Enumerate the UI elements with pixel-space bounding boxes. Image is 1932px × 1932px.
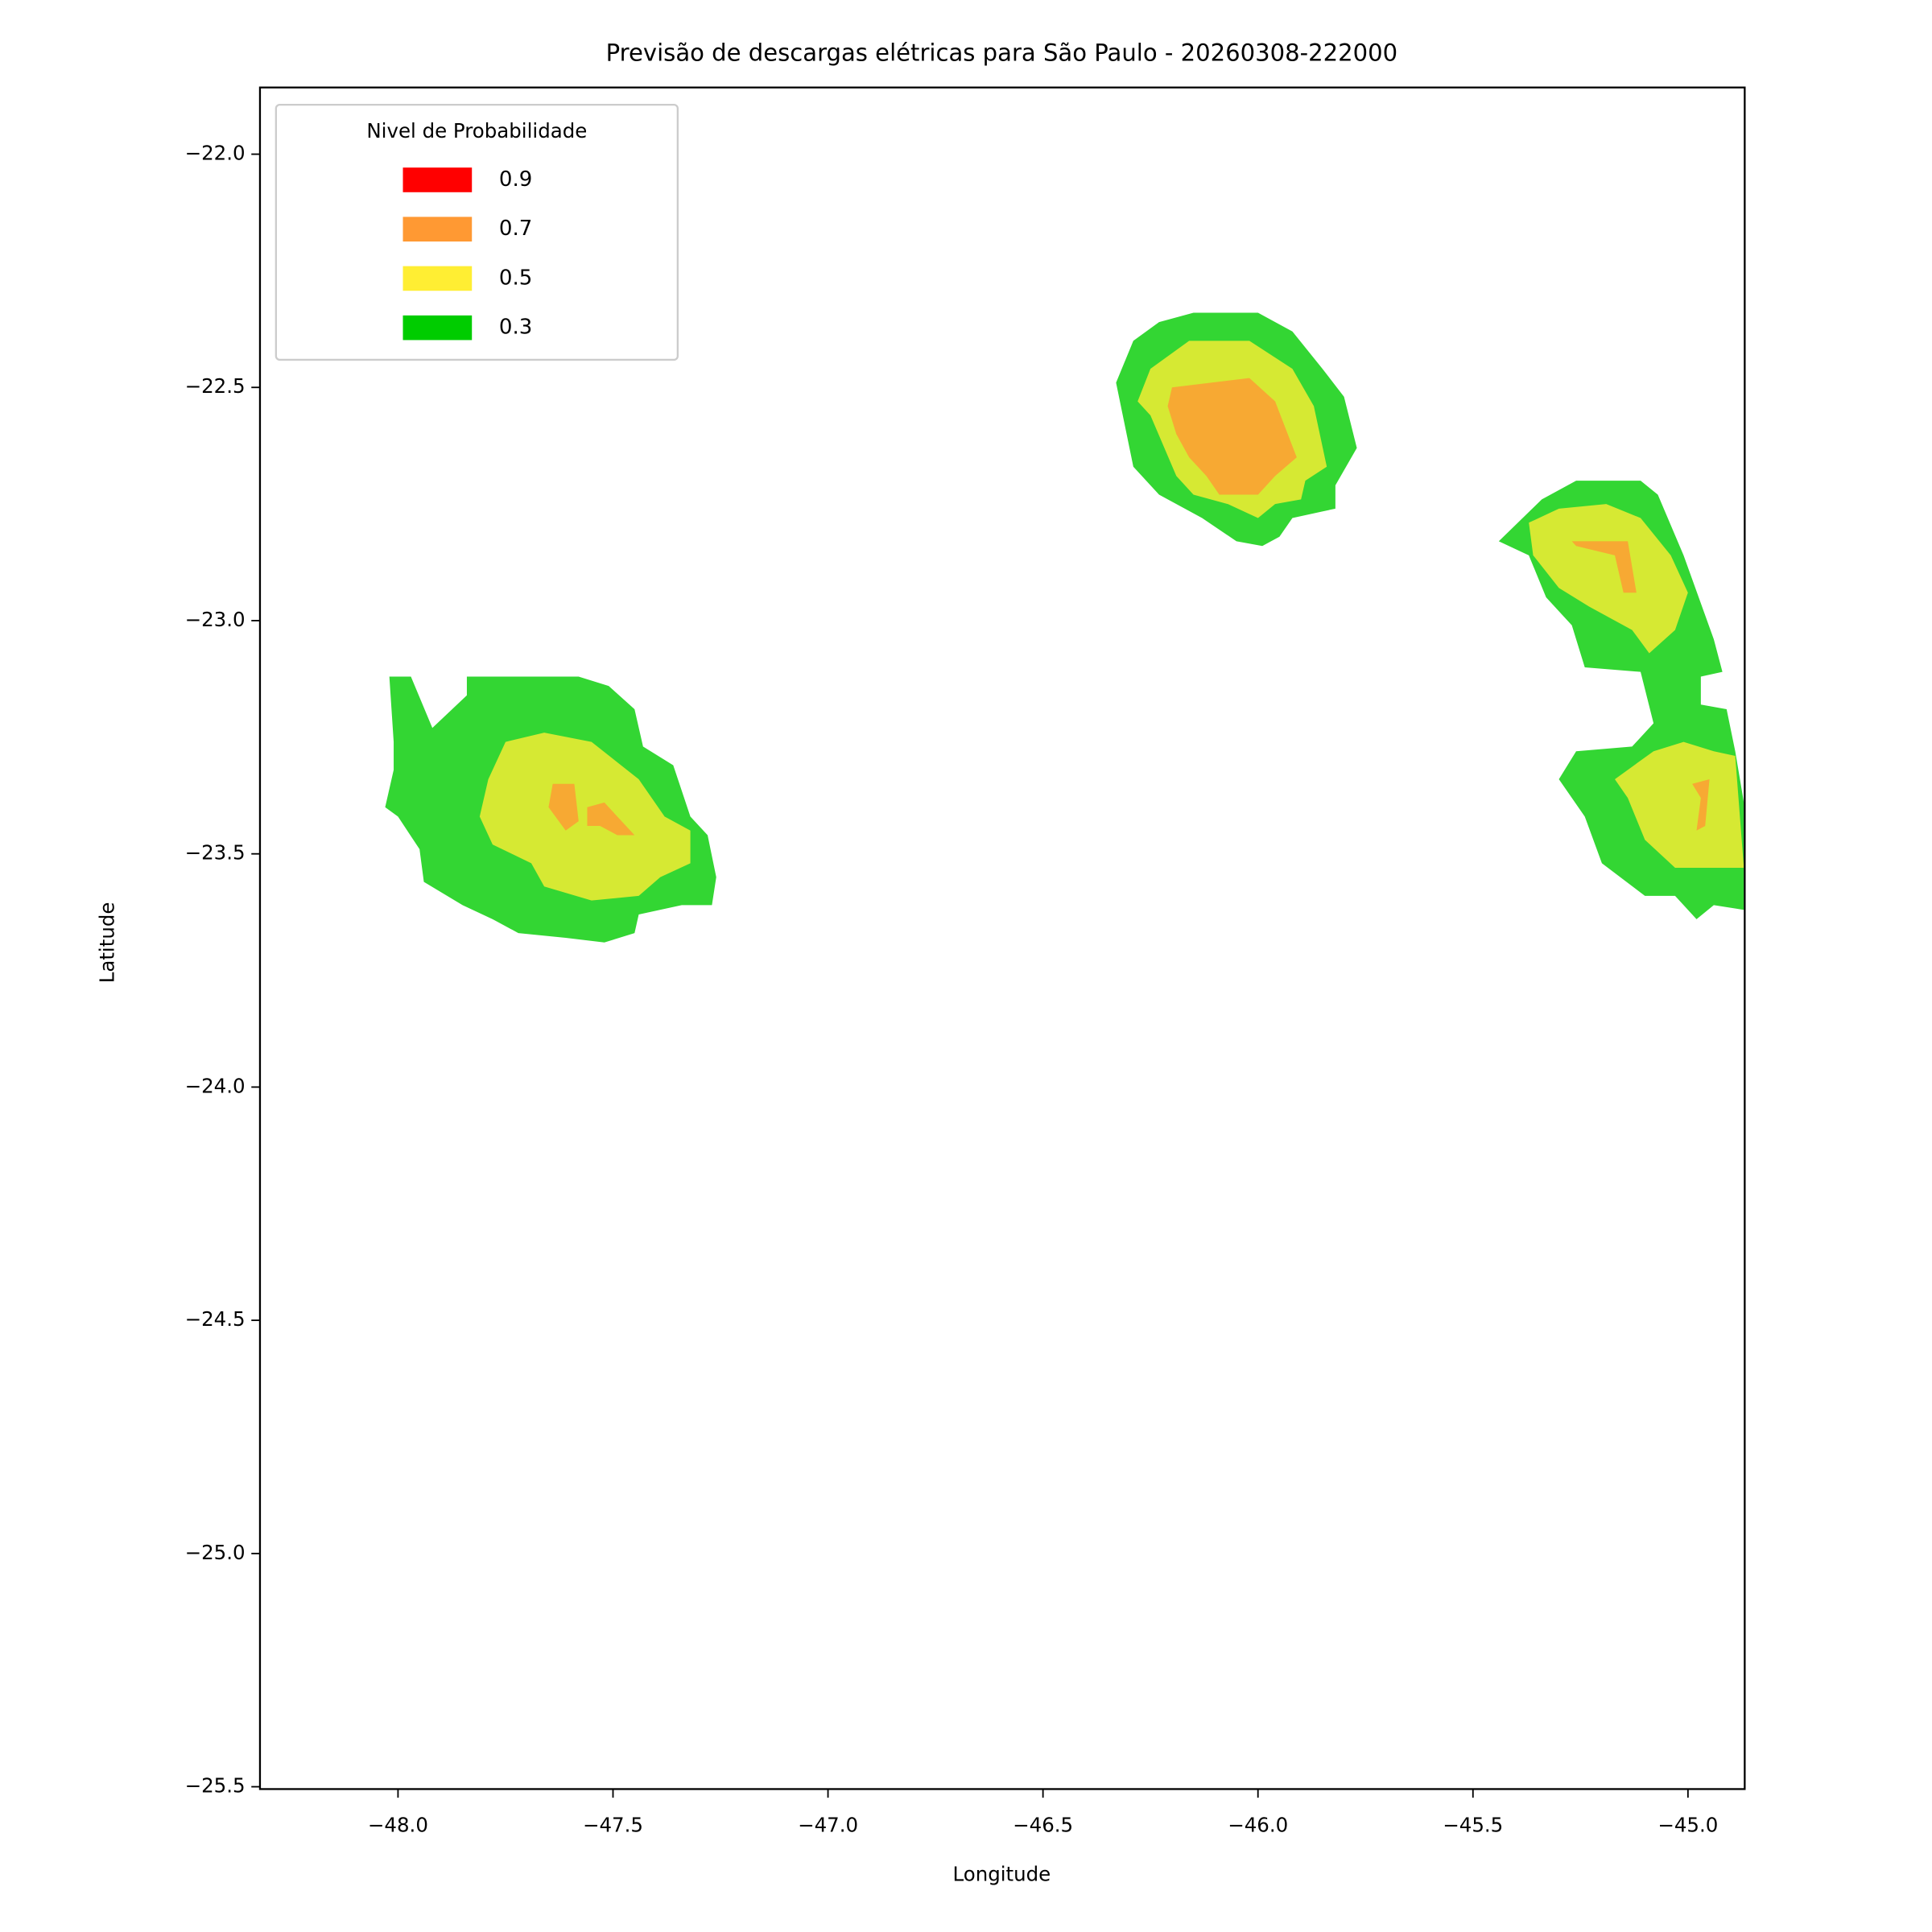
contour-region bbox=[1571, 541, 1637, 593]
y-tick-label: −25.0 bbox=[185, 1541, 246, 1564]
legend-box bbox=[275, 103, 679, 361]
legend-swatch bbox=[402, 266, 473, 291]
contour-region bbox=[479, 733, 691, 901]
chart-title: Previsão de descargas elétricas para São… bbox=[606, 39, 1397, 66]
legend-label: 0.9 bbox=[499, 167, 532, 192]
contour-region bbox=[1167, 378, 1297, 495]
legend-title: Nivel de Probabilidade bbox=[366, 119, 587, 142]
legend-label: 0.3 bbox=[499, 316, 532, 340]
x-tick-label: −46.5 bbox=[1013, 1813, 1073, 1836]
y-tick-label: −23.0 bbox=[185, 608, 246, 631]
x-tick-label: −45.5 bbox=[1443, 1813, 1503, 1836]
y-tick-label: −24.0 bbox=[185, 1074, 246, 1097]
contour-region bbox=[587, 802, 635, 836]
x-tick-label: −46.0 bbox=[1228, 1813, 1288, 1836]
y-tick-label: −23.5 bbox=[185, 841, 246, 865]
x-tick-label: −47.0 bbox=[798, 1813, 858, 1836]
legend-label: 0.5 bbox=[499, 266, 532, 290]
y-tick-label: −24.5 bbox=[185, 1307, 246, 1331]
x-tick-label: −47.5 bbox=[583, 1813, 643, 1836]
y-tick-label: −22.0 bbox=[185, 142, 246, 165]
x-tick-label: −45.0 bbox=[1657, 1813, 1718, 1836]
legend-swatch bbox=[402, 167, 473, 192]
legend-label: 0.7 bbox=[499, 217, 532, 241]
y-tick-label: −25.5 bbox=[185, 1774, 246, 1798]
x-axis-label: Longitude bbox=[953, 1863, 1051, 1886]
plot-frame bbox=[258, 86, 1746, 1790]
legend-swatch bbox=[402, 315, 473, 341]
y-axis-label: Latitude bbox=[96, 902, 119, 984]
legend-swatch bbox=[402, 217, 473, 242]
contour-region bbox=[548, 783, 579, 831]
contour-region bbox=[1692, 778, 1710, 831]
x-tick-label: −48.0 bbox=[368, 1813, 428, 1836]
y-tick-label: −22.5 bbox=[185, 374, 246, 398]
contour-region bbox=[1529, 504, 1688, 654]
contour-region bbox=[1615, 741, 1744, 869]
